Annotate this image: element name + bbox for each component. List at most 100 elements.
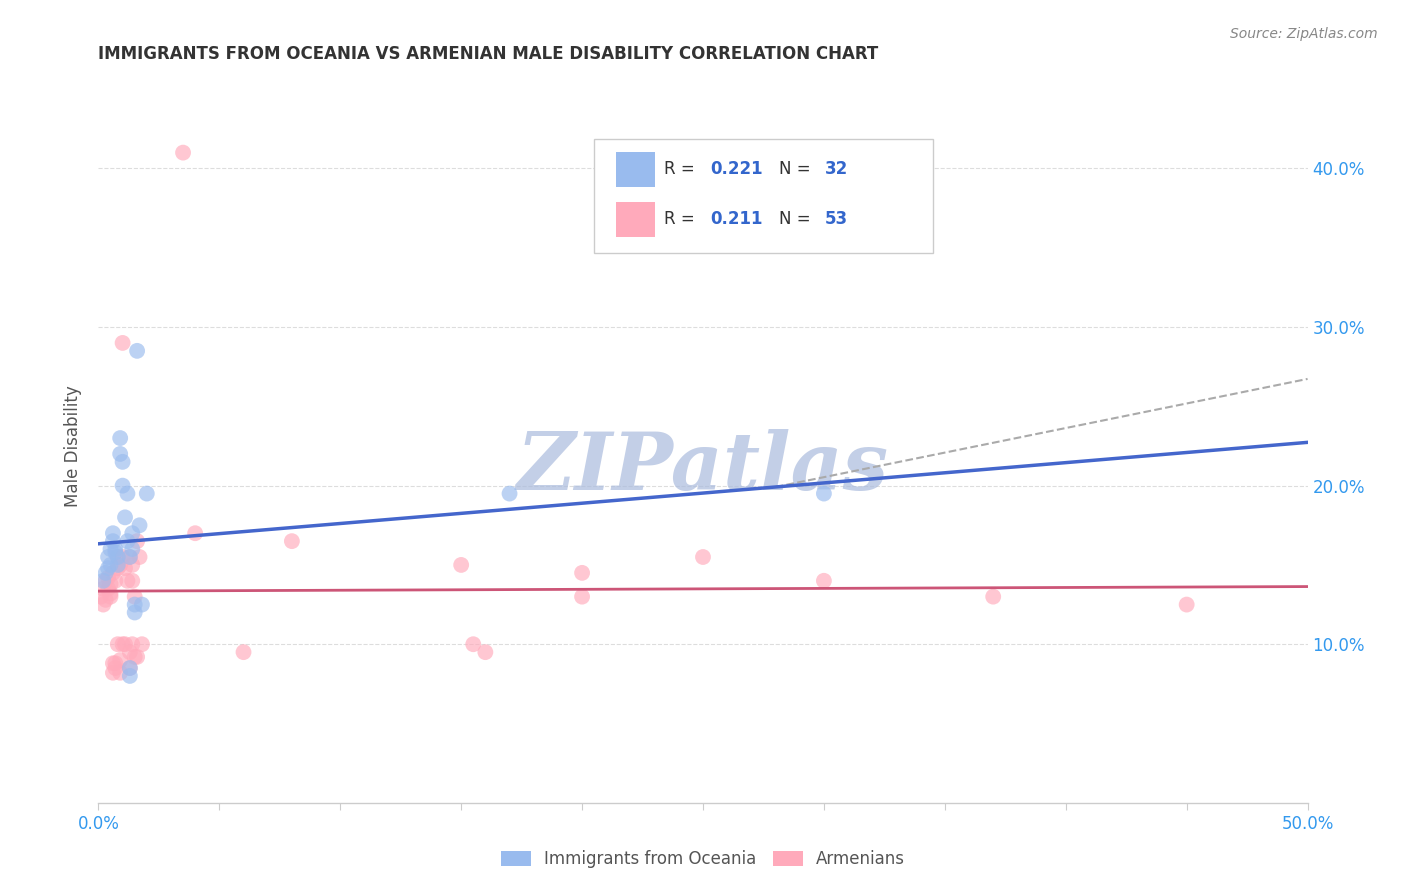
Point bbox=[97, 582, 120, 596]
Point bbox=[108, 653, 131, 667]
Point bbox=[463, 637, 485, 651]
Point bbox=[1175, 598, 1198, 612]
Point bbox=[184, 526, 207, 541]
Point bbox=[121, 637, 143, 651]
Point bbox=[111, 549, 134, 564]
Point bbox=[107, 549, 129, 564]
FancyBboxPatch shape bbox=[595, 139, 932, 253]
Point bbox=[114, 510, 136, 524]
Text: R =: R = bbox=[664, 211, 700, 228]
Point bbox=[117, 486, 139, 500]
Point bbox=[101, 534, 124, 549]
Point bbox=[121, 526, 143, 541]
Point bbox=[124, 590, 146, 604]
Point bbox=[91, 574, 114, 588]
Point bbox=[107, 558, 129, 572]
Point bbox=[100, 577, 122, 591]
Text: R =: R = bbox=[664, 161, 700, 178]
Point bbox=[813, 486, 835, 500]
Point bbox=[94, 574, 117, 588]
Point bbox=[127, 343, 149, 358]
Point bbox=[172, 145, 194, 160]
Point bbox=[100, 586, 122, 600]
FancyBboxPatch shape bbox=[616, 202, 655, 237]
Point bbox=[108, 431, 131, 445]
Point bbox=[281, 534, 304, 549]
Point bbox=[118, 549, 141, 564]
Point bbox=[107, 549, 129, 564]
Text: ZIPatlas: ZIPatlas bbox=[517, 429, 889, 506]
Point bbox=[571, 590, 593, 604]
Point bbox=[114, 561, 136, 575]
Point bbox=[91, 582, 114, 596]
Point bbox=[108, 558, 131, 572]
Point bbox=[118, 661, 141, 675]
Point bbox=[97, 549, 120, 564]
Point bbox=[108, 665, 131, 680]
Point bbox=[127, 534, 149, 549]
Point bbox=[100, 590, 122, 604]
Point bbox=[121, 542, 143, 557]
Point bbox=[232, 645, 254, 659]
Point bbox=[94, 566, 117, 580]
Point bbox=[474, 645, 496, 659]
Text: 0.221: 0.221 bbox=[710, 161, 763, 178]
Point bbox=[101, 526, 124, 541]
Text: N =: N = bbox=[779, 211, 815, 228]
Y-axis label: Male Disability: Male Disability bbox=[65, 385, 83, 507]
Point bbox=[135, 486, 157, 500]
Point bbox=[108, 447, 131, 461]
Point bbox=[692, 549, 714, 564]
Point bbox=[118, 669, 141, 683]
FancyBboxPatch shape bbox=[616, 152, 655, 187]
Point bbox=[91, 598, 114, 612]
Point bbox=[97, 561, 120, 575]
Point bbox=[111, 478, 134, 492]
Point bbox=[450, 558, 472, 572]
Text: Source: ZipAtlas.com: Source: ZipAtlas.com bbox=[1230, 27, 1378, 41]
Point bbox=[128, 549, 150, 564]
Point bbox=[121, 558, 143, 572]
Point bbox=[118, 661, 141, 675]
Text: 0.211: 0.211 bbox=[710, 211, 762, 228]
Point bbox=[114, 637, 136, 651]
Point bbox=[124, 606, 146, 620]
Point bbox=[101, 566, 124, 580]
Point bbox=[571, 566, 593, 580]
Point bbox=[104, 661, 127, 675]
Point bbox=[104, 545, 127, 559]
Point bbox=[107, 561, 129, 575]
Point bbox=[121, 574, 143, 588]
Point bbox=[111, 455, 134, 469]
Point bbox=[94, 592, 117, 607]
Point bbox=[97, 571, 120, 585]
Text: 32: 32 bbox=[825, 161, 848, 178]
Point bbox=[111, 335, 134, 350]
Point bbox=[111, 637, 134, 651]
Text: IMMIGRANTS FROM OCEANIA VS ARMENIAN MALE DISABILITY CORRELATION CHART: IMMIGRANTS FROM OCEANIA VS ARMENIAN MALE… bbox=[98, 45, 879, 62]
Point bbox=[981, 590, 1004, 604]
Point bbox=[498, 486, 520, 500]
Point bbox=[124, 649, 146, 664]
Text: N =: N = bbox=[779, 161, 815, 178]
Point bbox=[117, 534, 139, 549]
Point bbox=[131, 598, 153, 612]
Point bbox=[100, 542, 122, 557]
Point bbox=[127, 649, 149, 664]
Point bbox=[118, 645, 141, 659]
Point bbox=[104, 574, 127, 588]
Point bbox=[90, 590, 112, 604]
Point bbox=[101, 665, 124, 680]
Point bbox=[124, 598, 146, 612]
Text: 53: 53 bbox=[825, 211, 848, 228]
Point bbox=[813, 574, 835, 588]
Point bbox=[128, 518, 150, 533]
Point bbox=[100, 558, 122, 572]
Point bbox=[101, 657, 124, 671]
Point bbox=[118, 549, 141, 564]
Point bbox=[131, 637, 153, 651]
Point bbox=[104, 657, 127, 671]
Point bbox=[107, 637, 129, 651]
Legend: Immigrants from Oceania, Armenians: Immigrants from Oceania, Armenians bbox=[494, 844, 912, 875]
Point bbox=[104, 542, 127, 557]
